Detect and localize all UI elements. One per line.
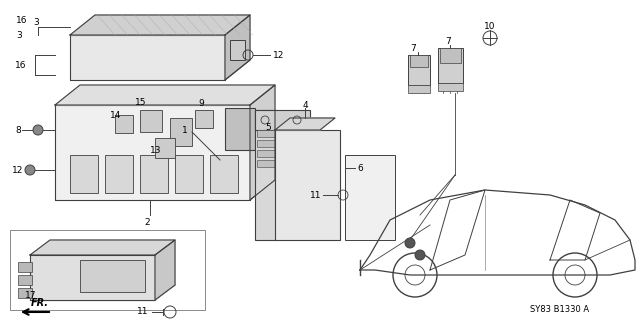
Bar — [175, 155, 203, 193]
Bar — [10, 230, 205, 310]
Bar — [257, 160, 275, 167]
Circle shape — [33, 125, 43, 135]
Polygon shape — [250, 85, 275, 200]
Bar — [257, 150, 275, 157]
Bar — [438, 83, 463, 91]
Bar — [440, 48, 461, 63]
Text: SY83 B1330 A: SY83 B1330 A — [531, 306, 590, 315]
Text: 10: 10 — [484, 21, 496, 30]
Polygon shape — [30, 240, 175, 255]
Text: 17: 17 — [25, 291, 36, 300]
Text: 6: 6 — [357, 164, 362, 172]
Circle shape — [25, 165, 35, 175]
Text: 9: 9 — [198, 99, 204, 108]
Bar — [257, 130, 275, 137]
Polygon shape — [155, 240, 175, 300]
Text: 2: 2 — [144, 218, 150, 227]
Bar — [275, 130, 340, 240]
Bar — [408, 55, 430, 85]
Bar — [255, 110, 310, 130]
Bar — [18, 288, 32, 298]
Text: 8: 8 — [15, 125, 21, 134]
Text: 12: 12 — [273, 51, 284, 60]
Bar — [410, 55, 428, 67]
Text: 5: 5 — [265, 123, 271, 132]
Polygon shape — [55, 85, 275, 105]
Bar — [70, 155, 98, 193]
Bar — [140, 110, 162, 132]
Text: 7: 7 — [410, 44, 416, 52]
Bar — [345, 155, 395, 240]
Bar — [257, 140, 275, 147]
Text: 15: 15 — [135, 98, 147, 107]
Polygon shape — [225, 15, 250, 80]
Text: 3: 3 — [33, 18, 39, 27]
Text: 7: 7 — [445, 36, 451, 45]
Bar — [70, 35, 225, 80]
Bar — [105, 155, 133, 193]
Bar — [408, 85, 430, 93]
Bar — [255, 110, 277, 240]
Circle shape — [405, 238, 415, 248]
Bar — [115, 115, 133, 133]
Bar — [195, 110, 213, 128]
Bar — [210, 155, 238, 193]
Text: 12: 12 — [12, 165, 24, 174]
Text: 11: 11 — [136, 308, 148, 316]
Bar — [30, 255, 155, 300]
Bar — [18, 262, 32, 272]
Polygon shape — [70, 15, 250, 35]
Bar — [170, 118, 192, 146]
Bar — [140, 155, 168, 193]
Bar — [55, 105, 250, 200]
Text: 3: 3 — [16, 30, 22, 39]
Text: 14: 14 — [110, 110, 122, 119]
Text: 11: 11 — [310, 190, 322, 199]
Text: 1: 1 — [182, 125, 188, 134]
Polygon shape — [275, 118, 335, 130]
Text: 16: 16 — [16, 15, 27, 25]
Bar — [230, 40, 245, 60]
Bar — [225, 108, 255, 150]
Bar — [80, 260, 145, 292]
Text: 16: 16 — [15, 60, 27, 69]
Bar — [155, 138, 175, 158]
Bar — [18, 275, 32, 285]
Text: FR.: FR. — [31, 298, 49, 308]
Bar — [438, 48, 463, 83]
Circle shape — [415, 250, 425, 260]
Text: 13: 13 — [150, 146, 162, 155]
Text: 4: 4 — [302, 100, 308, 109]
